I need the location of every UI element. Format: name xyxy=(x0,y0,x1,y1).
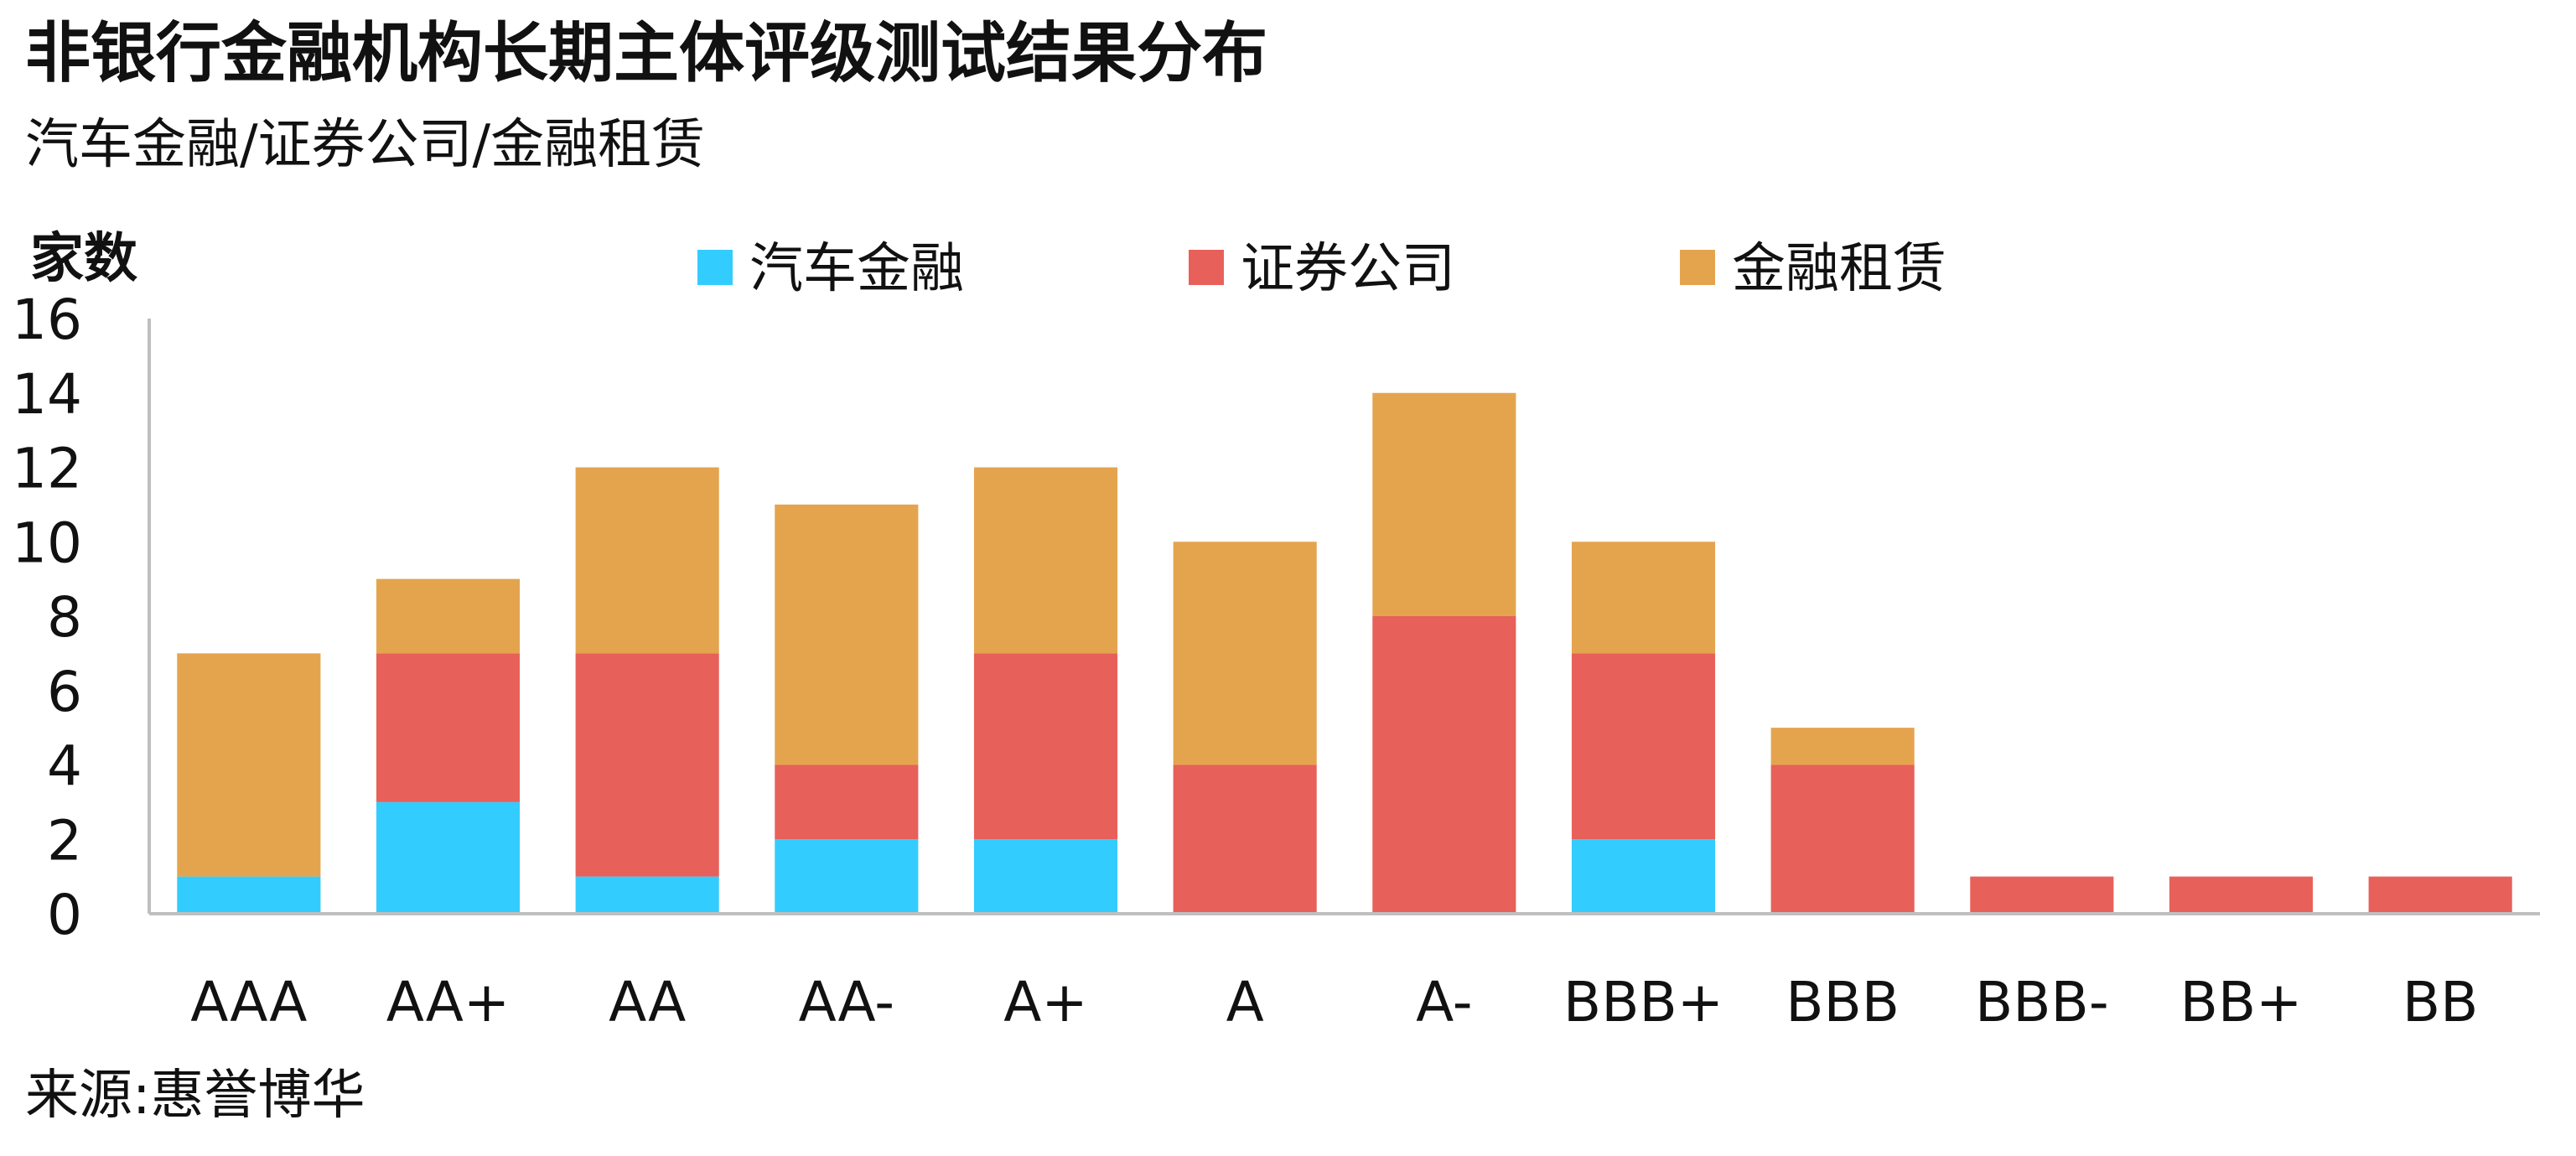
legend-label: 证券公司 xyxy=(1241,238,1455,300)
legend-label: 汽车金融 xyxy=(749,238,964,300)
bars xyxy=(177,392,2512,914)
bar-segment xyxy=(973,839,1118,914)
y-tick-label: 14 xyxy=(12,362,82,427)
x-tick-label: AA xyxy=(609,970,686,1034)
bar-segment xyxy=(775,839,919,914)
x-tick-label: AAA xyxy=(190,970,307,1034)
bar-segment xyxy=(973,467,1118,654)
chart-title: 非银行金融机构长期主体评级测试结果分布 xyxy=(25,16,1268,91)
bar-segment xyxy=(575,876,719,914)
bar-segment xyxy=(376,578,521,654)
y-tick-label: 2 xyxy=(47,808,82,873)
x-tick-label: BBB+ xyxy=(1563,970,1723,1034)
x-tick-label: A- xyxy=(1416,970,1473,1034)
y-axis-label: 家数 xyxy=(30,228,137,290)
y-tick-label: 16 xyxy=(12,288,82,352)
x-tick-label: BB xyxy=(2402,970,2479,1034)
legend: 汽车金融 证券公司 金融租赁 xyxy=(697,238,1946,300)
bar-segment xyxy=(177,876,321,914)
bar-segment xyxy=(775,504,919,765)
bar-segment xyxy=(1571,839,1716,914)
bar-segment xyxy=(177,653,321,877)
bar-segment xyxy=(1571,653,1716,840)
x-tick-label: AA+ xyxy=(386,970,510,1034)
bar-segment xyxy=(1173,542,1317,765)
bar-segment xyxy=(376,653,521,802)
y-tick-label: 12 xyxy=(12,437,82,501)
legend-swatch xyxy=(697,250,733,285)
bar-segment xyxy=(973,653,1118,840)
x-tick-label: BBB- xyxy=(1975,970,2109,1034)
x-tick-label: BBB xyxy=(1786,970,1900,1034)
y-tick-label: 8 xyxy=(47,585,82,650)
y-tick-label: 0 xyxy=(47,883,82,947)
source-note: 来源:惠誉博华 xyxy=(25,1065,365,1127)
bar-segment xyxy=(1770,728,1915,765)
x-tick-label: BB+ xyxy=(2180,970,2303,1034)
bar-segment xyxy=(1372,616,1516,914)
x-tick-label: A xyxy=(1226,970,1264,1034)
bar-segment xyxy=(1173,765,1317,914)
x-tick-label: A+ xyxy=(1003,970,1087,1034)
x-axis-ticks: AAA AA+ AA AA- A+ A A- BBB+ BBB BBB- BB+ BB xyxy=(190,970,2478,1034)
legend-label: 金融租赁 xyxy=(1732,238,1946,300)
bar-segment xyxy=(1970,876,2114,914)
y-tick-label: 10 xyxy=(12,511,82,575)
legend-swatch xyxy=(1189,250,1224,285)
bar-segment xyxy=(775,765,919,840)
bar-segment xyxy=(2169,876,2314,914)
y-tick-label: 4 xyxy=(47,734,82,799)
bar-segment xyxy=(1571,542,1716,654)
bar-segment xyxy=(1372,392,1516,616)
bar-segment xyxy=(575,653,719,877)
bar-segment xyxy=(1770,765,1915,914)
bar-segment xyxy=(376,801,521,914)
y-tick-label: 6 xyxy=(47,660,82,724)
x-tick-label: AA- xyxy=(799,970,895,1034)
chart-subtitle: 汽车金融/证券公司/金融租赁 xyxy=(25,114,706,176)
legend-swatch xyxy=(1680,250,1715,285)
bar-segment xyxy=(575,467,719,654)
bar-segment xyxy=(2368,876,2512,914)
y-axis-ticks: 0 2 4 6 8 10 12 14 16 xyxy=(12,288,82,947)
